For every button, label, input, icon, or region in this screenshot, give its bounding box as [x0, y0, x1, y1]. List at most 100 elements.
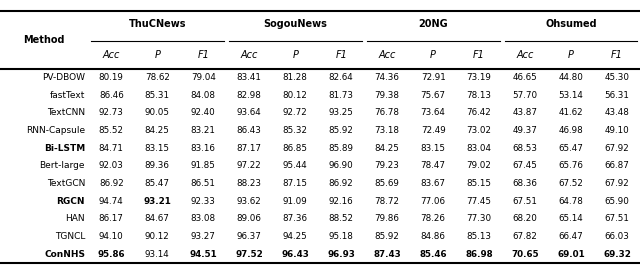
Text: Ohsumed: Ohsumed [545, 19, 597, 29]
Text: 85.46: 85.46 [419, 250, 447, 259]
Text: 73.64: 73.64 [420, 108, 445, 117]
Text: 83.16: 83.16 [191, 144, 216, 153]
Text: 95.44: 95.44 [283, 161, 308, 170]
Text: 79.86: 79.86 [374, 214, 399, 223]
Text: HAN: HAN [65, 214, 85, 223]
Text: 87.36: 87.36 [283, 214, 308, 223]
Text: 65.14: 65.14 [559, 214, 584, 223]
Text: 93.21: 93.21 [143, 197, 172, 206]
Text: 79.04: 79.04 [191, 73, 216, 82]
Text: 88.23: 88.23 [237, 179, 262, 188]
Text: TextGCN: TextGCN [47, 179, 85, 188]
Text: 94.25: 94.25 [283, 232, 308, 241]
Text: 49.10: 49.10 [605, 126, 629, 135]
Text: Acc: Acc [102, 50, 120, 61]
Text: 86.92: 86.92 [329, 179, 353, 188]
Text: 83.67: 83.67 [420, 179, 445, 188]
Text: 84.25: 84.25 [145, 126, 170, 135]
Text: 89.06: 89.06 [237, 214, 262, 223]
Text: Method: Method [24, 35, 65, 45]
Text: 85.52: 85.52 [99, 126, 124, 135]
Text: 72.49: 72.49 [420, 126, 445, 135]
Text: 81.28: 81.28 [283, 73, 308, 82]
Text: 86.46: 86.46 [99, 90, 124, 99]
Text: 84.71: 84.71 [99, 144, 124, 153]
Text: 67.51: 67.51 [605, 214, 630, 223]
Text: 49.37: 49.37 [513, 126, 538, 135]
Text: 81.73: 81.73 [329, 90, 354, 99]
Text: 97.22: 97.22 [237, 161, 262, 170]
Text: 43.48: 43.48 [605, 108, 630, 117]
Text: 92.16: 92.16 [329, 197, 353, 206]
Text: 53.14: 53.14 [559, 90, 584, 99]
Text: 65.76: 65.76 [559, 161, 584, 170]
Text: 80.12: 80.12 [283, 90, 308, 99]
Text: 57.70: 57.70 [513, 90, 538, 99]
Text: 94.51: 94.51 [189, 250, 217, 259]
Text: 92.72: 92.72 [283, 108, 308, 117]
Text: 66.87: 66.87 [605, 161, 630, 170]
Text: Acc: Acc [516, 50, 534, 61]
Text: 83.41: 83.41 [237, 73, 262, 82]
Text: 78.47: 78.47 [420, 161, 445, 170]
Text: 70.65: 70.65 [511, 250, 539, 259]
Text: 67.52: 67.52 [559, 179, 584, 188]
Text: 86.43: 86.43 [237, 126, 262, 135]
Text: 69.32: 69.32 [603, 250, 631, 259]
Text: 80.19: 80.19 [99, 73, 124, 82]
Text: 20NG: 20NG [419, 19, 448, 29]
Text: 77.45: 77.45 [467, 197, 492, 206]
Text: P: P [154, 50, 160, 61]
Text: 83.15: 83.15 [145, 144, 170, 153]
Text: 93.25: 93.25 [329, 108, 354, 117]
Text: 93.14: 93.14 [145, 250, 170, 259]
Text: 86.85: 86.85 [283, 144, 308, 153]
Text: 46.98: 46.98 [559, 126, 584, 135]
Text: 79.02: 79.02 [467, 161, 492, 170]
Text: 85.47: 85.47 [145, 179, 170, 188]
Text: 45.30: 45.30 [605, 73, 630, 82]
Text: 93.27: 93.27 [191, 232, 216, 241]
Text: F1: F1 [197, 50, 209, 61]
Text: TextCNN: TextCNN [47, 108, 85, 117]
Text: 96.37: 96.37 [237, 232, 262, 241]
Text: 68.20: 68.20 [513, 214, 538, 223]
Text: 46.65: 46.65 [513, 73, 538, 82]
Text: 68.53: 68.53 [513, 144, 538, 153]
Text: 85.32: 85.32 [283, 126, 308, 135]
Text: 86.92: 86.92 [99, 179, 124, 188]
Text: 83.08: 83.08 [191, 214, 216, 223]
Text: 91.09: 91.09 [283, 197, 308, 206]
Text: 79.38: 79.38 [374, 90, 399, 99]
Text: F1: F1 [611, 50, 623, 61]
Text: 84.67: 84.67 [145, 214, 170, 223]
Text: 95.86: 95.86 [97, 250, 125, 259]
Text: 73.18: 73.18 [374, 126, 399, 135]
Text: 67.82: 67.82 [513, 232, 538, 241]
Text: 86.51: 86.51 [191, 179, 216, 188]
Text: 85.92: 85.92 [329, 126, 354, 135]
Text: 69.01: 69.01 [557, 250, 585, 259]
Text: ConNHS: ConNHS [44, 250, 85, 259]
Text: RNN-Capsule: RNN-Capsule [26, 126, 85, 135]
Text: 88.52: 88.52 [329, 214, 354, 223]
Text: ThuCNews: ThuCNews [129, 19, 186, 29]
Text: RGCN: RGCN [56, 197, 85, 206]
Text: P: P [430, 50, 436, 61]
Text: 67.92: 67.92 [605, 144, 629, 153]
Text: 89.36: 89.36 [145, 161, 170, 170]
Text: PV-DBOW: PV-DBOW [42, 73, 85, 82]
Text: 76.42: 76.42 [467, 108, 492, 117]
Text: 91.85: 91.85 [191, 161, 216, 170]
Text: 67.92: 67.92 [605, 179, 629, 188]
Text: F1: F1 [335, 50, 347, 61]
Text: 44.80: 44.80 [559, 73, 584, 82]
Text: 65.47: 65.47 [559, 144, 584, 153]
Text: 93.64: 93.64 [237, 108, 262, 117]
Text: 93.62: 93.62 [237, 197, 262, 206]
Text: 67.51: 67.51 [513, 197, 538, 206]
Text: 43.87: 43.87 [513, 108, 538, 117]
Text: 68.36: 68.36 [513, 179, 538, 188]
Text: P: P [292, 50, 298, 61]
Text: P: P [568, 50, 574, 61]
